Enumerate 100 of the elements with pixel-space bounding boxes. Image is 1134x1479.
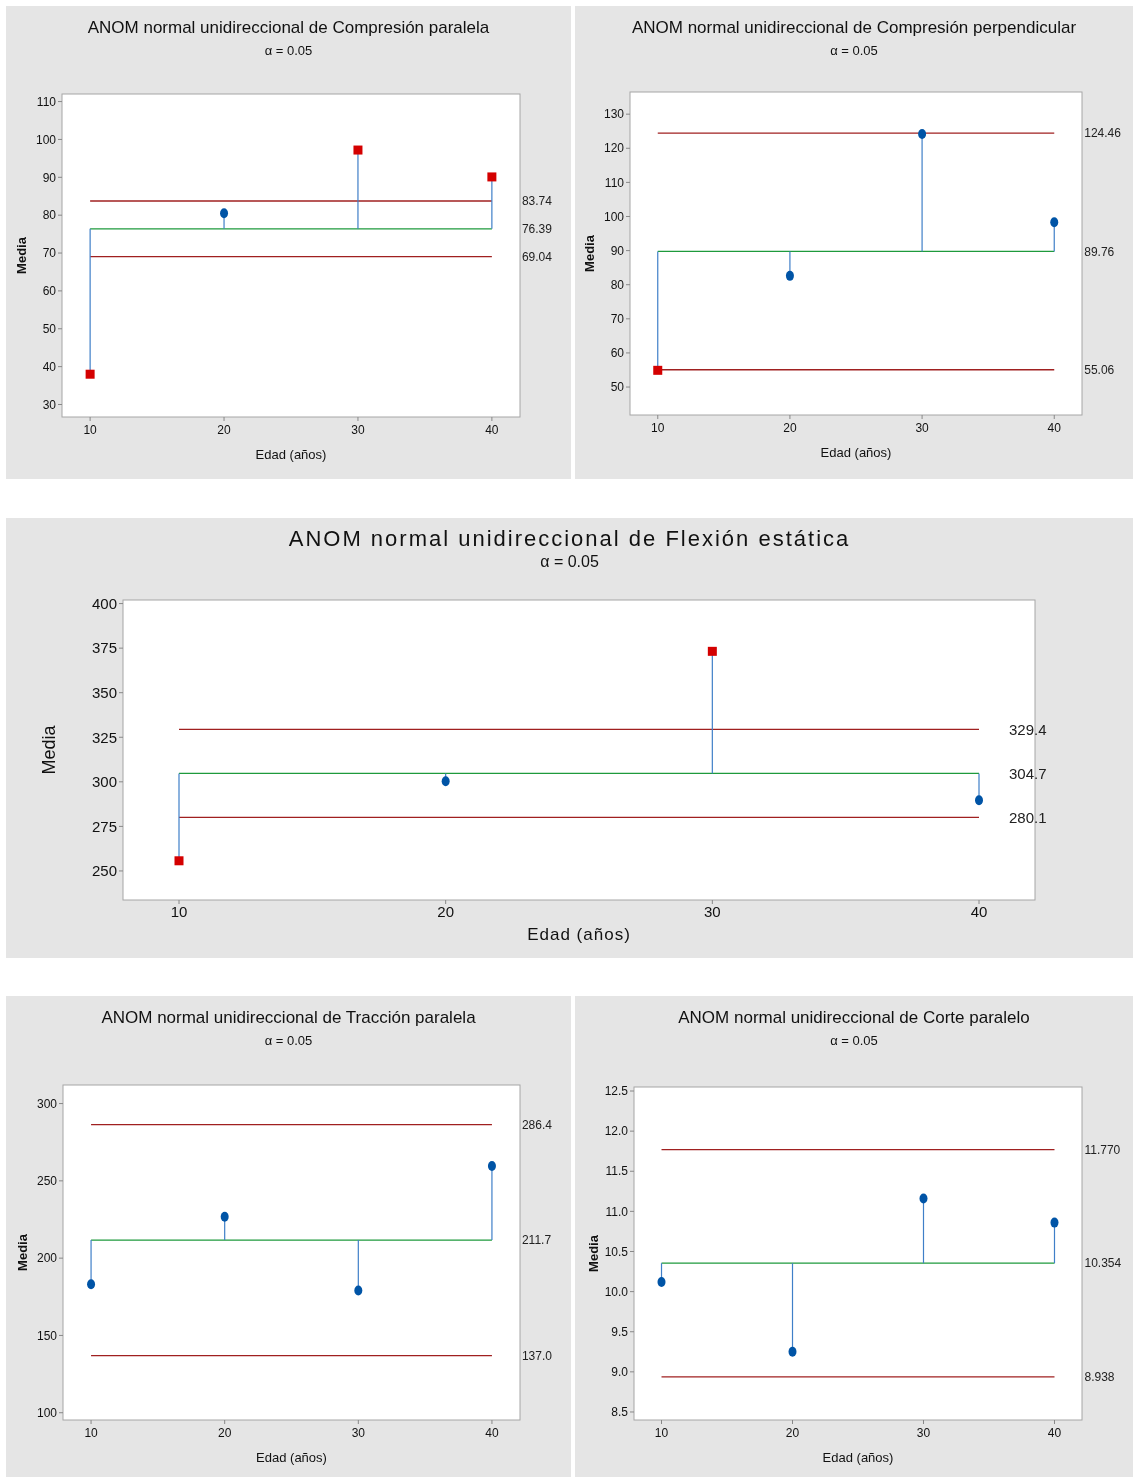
y-tick-label: 70: [610, 312, 625, 327]
y-axis-title: Media: [39, 724, 59, 775]
chart-title: ANOM normal unidireccional de Compresión perpendicular: [631, 18, 1077, 37]
point: [354, 1285, 363, 1296]
x-axis-title: Edad (años): [820, 445, 892, 460]
x-tick-label: 10: [84, 1426, 99, 1440]
point: [918, 128, 927, 139]
x-tick-label: 10: [651, 421, 665, 435]
x-tick-label: 20: [437, 903, 455, 920]
point: [1050, 1217, 1059, 1228]
point: [487, 1161, 496, 1172]
x-tick-label: 30: [915, 421, 930, 435]
ref-line-label: 137.0: [521, 1348, 553, 1363]
ref-line-label: 89.76: [1084, 244, 1115, 259]
y-tick-label: 400: [91, 594, 117, 612]
y-tick-label: 8.5: [611, 1405, 629, 1420]
ref-line-label: 11.770: [1084, 1142, 1121, 1157]
x-tick-label: 10: [83, 423, 98, 437]
x-tick-label: 40: [485, 423, 499, 437]
ref-line-label: 76.39: [521, 222, 553, 237]
point: [707, 646, 717, 656]
y-tick-label: 150: [36, 1328, 58, 1343]
point: [653, 365, 663, 375]
ref-line-label: 69.04: [521, 249, 553, 264]
chart-title: ANOM normal unidireccional de Tracción paralela: [101, 1008, 477, 1027]
y-tick-label: 110: [604, 175, 625, 190]
ref-line-label: 8.938: [1084, 1370, 1115, 1385]
y-tick-label: 10.0: [604, 1284, 629, 1299]
y-tick-label: 130: [603, 107, 625, 122]
y-tick-label: 100: [603, 209, 625, 224]
x-tick-label: 20: [783, 421, 797, 435]
y-tick-label: 40: [42, 359, 57, 374]
x-axis-title: Edad (años): [256, 1450, 327, 1465]
point: [975, 795, 983, 806]
chart-title: ANOM normal unidireccional de Compresión paralela: [87, 18, 490, 37]
point: [220, 1211, 229, 1222]
chart-title: ANOM normal unidireccional de Flexión estática: [288, 526, 851, 551]
y-tick-label: 9.0: [611, 1365, 629, 1380]
x-tick-label: 30: [703, 903, 721, 920]
x-tick-label: 40: [970, 903, 988, 920]
y-tick-label: 60: [610, 346, 625, 361]
x-axis-title: Edad (años): [527, 925, 631, 944]
ref-line-label: 304.7: [1009, 764, 1047, 782]
y-tick-label: 70: [42, 246, 57, 261]
y-tick-label: 12.5: [604, 1084, 629, 1099]
chart-subtitle: α = 0.05: [540, 553, 599, 570]
y-tick-label: 200: [36, 1251, 58, 1266]
y-tick-label: 10.5: [604, 1244, 629, 1259]
y-tick-label: 80: [610, 277, 625, 292]
x-tick-label: 20: [217, 423, 232, 437]
y-tick-label: 300: [36, 1096, 58, 1111]
y-tick-label: 375: [91, 639, 117, 657]
y-tick-label: 250: [36, 1174, 58, 1189]
point: [788, 1346, 797, 1357]
point: [220, 208, 229, 219]
y-tick-label: 300: [91, 773, 117, 791]
y-tick-label: 275: [91, 817, 117, 835]
y-tick-label: 90: [610, 243, 625, 258]
x-tick-label: 40: [485, 1426, 499, 1440]
ref-line-label: 211.7: [521, 1233, 552, 1248]
x-tick-label: 10: [170, 903, 188, 920]
y-tick-label: 80: [42, 208, 57, 223]
point: [487, 172, 497, 182]
ref-line-label: 55.06: [1084, 362, 1115, 377]
x-tick-label: 40: [1047, 421, 1062, 435]
x-tick-label: 10: [654, 1426, 669, 1440]
y-tick-label: 110: [36, 94, 57, 109]
y-tick-label: 50: [610, 380, 625, 395]
x-tick-label: 40: [1047, 1426, 1062, 1440]
ref-line-label: 83.74: [521, 194, 553, 209]
chart-title: ANOM normal unidireccional de Corte paralelo: [678, 1008, 1030, 1027]
point: [353, 145, 363, 155]
y-tick-label: 30: [42, 397, 57, 412]
point: [785, 270, 794, 281]
x-tick-label: 30: [351, 1426, 366, 1440]
x-tick-label: 30: [916, 1426, 931, 1440]
y-tick-label: 50: [42, 321, 57, 336]
y-axis-title: Media: [15, 1233, 30, 1271]
y-tick-label: 11.5: [605, 1164, 629, 1179]
chart-subtitle: α = 0.05: [264, 1033, 313, 1048]
y-tick-label: 350: [91, 683, 117, 701]
x-axis-title: Edad (años): [255, 447, 327, 462]
point: [919, 1193, 928, 1204]
x-tick-label: 20: [218, 1426, 232, 1440]
point: [174, 856, 184, 866]
y-tick-label: 12.0: [604, 1124, 629, 1139]
y-tick-label: 100: [35, 132, 57, 147]
chart-subtitle: α = 0.05: [264, 43, 313, 58]
ref-line-label: 286.4: [521, 1117, 553, 1132]
ref-line-label: 280.1: [1009, 808, 1047, 826]
ref-line-label: 10.354: [1084, 1256, 1122, 1271]
y-tick-label: 60: [42, 284, 57, 299]
point: [87, 1279, 96, 1290]
ref-line-label: 124.46: [1084, 126, 1122, 141]
point: [85, 369, 95, 379]
y-tick-label: 250: [91, 862, 117, 880]
y-tick-label: 100: [36, 1405, 58, 1420]
ref-line-label: 329.4: [1009, 720, 1047, 738]
y-axis-title: Media: [586, 1234, 601, 1272]
y-axis-title: Media: [582, 234, 597, 272]
